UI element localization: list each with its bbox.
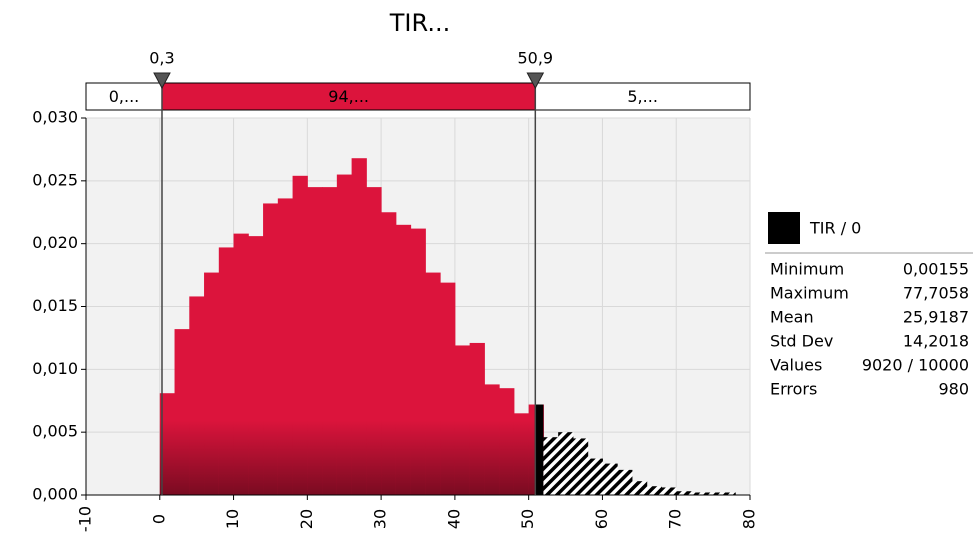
bar	[720, 492, 736, 495]
y-tick-label: 0,000	[32, 485, 78, 504]
band	[161, 82, 536, 111]
chart-title: TIR...	[389, 9, 450, 37]
stat-name: Maximum	[770, 284, 849, 303]
x-tick-label: 0	[149, 514, 168, 524]
bar-shade	[248, 419, 264, 495]
bar-shade	[233, 419, 249, 495]
bar-shade	[174, 419, 190, 495]
stat-name: Std Dev	[770, 332, 833, 351]
stat-name: Mean	[770, 308, 814, 327]
bar	[676, 491, 692, 495]
bar	[690, 492, 707, 495]
bar	[543, 437, 559, 495]
stat-value: 25,9187	[903, 308, 969, 327]
bar-shade	[469, 419, 485, 495]
bar-shade	[189, 419, 205, 495]
x-tick-label: 70	[666, 509, 685, 529]
x-tick-label: 60	[592, 509, 611, 529]
bar-shade	[218, 419, 235, 495]
x-tick-label: 80	[740, 509, 759, 529]
x-tick-label: 10	[223, 509, 242, 529]
y-tick-label: 0,015	[32, 296, 78, 315]
bar	[646, 486, 662, 495]
bar	[631, 481, 648, 495]
x-tick-label: 40	[444, 509, 463, 529]
bar-shade	[425, 419, 441, 495]
stat-name: Errors	[770, 380, 817, 399]
bar-shade	[395, 419, 412, 495]
y-tick-label: 0,020	[32, 233, 78, 252]
delimiter-label: 50,9	[517, 49, 553, 68]
bar	[661, 487, 677, 495]
legend-swatch	[768, 212, 800, 244]
stat-name: Minimum	[770, 260, 844, 279]
bar	[602, 463, 618, 495]
stat-value: 14,2018	[903, 332, 969, 351]
y-tick-label: 0,030	[32, 108, 78, 127]
bar-shade	[336, 419, 353, 495]
bar-shade	[410, 419, 426, 495]
stat-name: Values	[770, 356, 822, 375]
bar-shade	[204, 419, 220, 495]
bar-shade	[263, 419, 279, 495]
bar-shade	[484, 419, 500, 495]
delimiter-handle	[153, 72, 171, 90]
bar	[587, 458, 603, 495]
bar-shade	[454, 419, 471, 495]
stat-value: 0,00155	[903, 260, 969, 279]
bar-shade	[322, 419, 338, 495]
bar-shade	[277, 419, 294, 495]
bar	[292, 175, 308, 495]
band-label: 5,...	[627, 87, 658, 106]
y-tick-label: 0,025	[32, 170, 78, 189]
bar	[705, 492, 721, 495]
stat-value: 77,7058	[903, 284, 969, 303]
bar	[572, 438, 589, 495]
bar-shade	[307, 419, 323, 495]
bar-shade	[381, 419, 397, 495]
x-tick-label: -10	[76, 506, 95, 532]
delimiter-handle	[526, 72, 545, 90]
bar-shade	[513, 419, 530, 495]
band	[85, 82, 163, 111]
x-tick-label: 30	[371, 509, 390, 529]
bar	[617, 469, 633, 495]
legend-label: TIR / 0	[809, 219, 861, 238]
band	[534, 82, 751, 111]
bar-tail	[535, 404, 544, 495]
bar	[366, 187, 382, 495]
bar-shade	[351, 419, 367, 495]
bar	[351, 158, 367, 496]
x-tick-label: 50	[518, 509, 537, 529]
band-label: 0,...	[109, 87, 140, 106]
bar-shade	[440, 419, 456, 495]
bar-shade	[292, 419, 308, 495]
bar-shade	[499, 419, 515, 495]
bar	[336, 174, 353, 496]
delimiter-label: 0,3	[149, 49, 174, 68]
band-label: 94,...	[328, 87, 369, 106]
stat-value: 9020 / 10000	[862, 356, 969, 375]
x-tick-label: 20	[297, 509, 316, 529]
bar-shade	[366, 419, 382, 495]
bar	[322, 187, 338, 495]
stat-value: 980	[938, 380, 969, 399]
y-tick-label: 0,010	[32, 359, 78, 378]
bar-shade	[159, 419, 176, 495]
y-tick-label: 0,005	[32, 422, 78, 441]
bar	[307, 187, 323, 495]
bar	[558, 432, 574, 495]
